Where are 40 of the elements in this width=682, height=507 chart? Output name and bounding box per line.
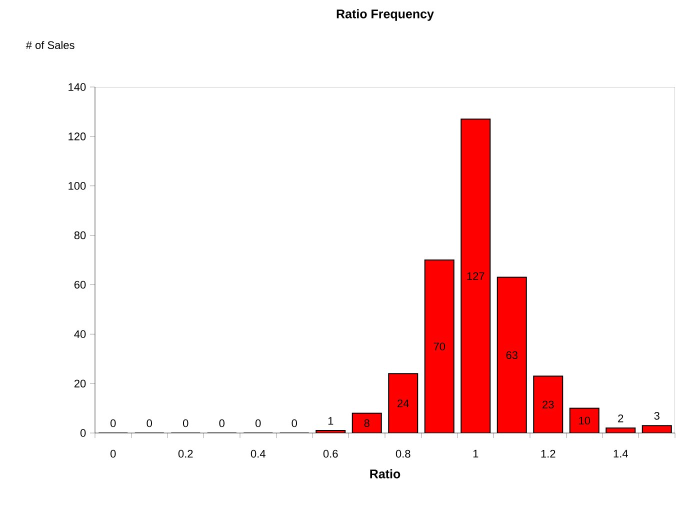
- bar: [388, 373, 418, 433]
- y-tick-label: 100: [68, 182, 86, 190]
- data-label: 3: [654, 412, 660, 420]
- data-label: 127: [467, 272, 484, 280]
- data-label: 0: [219, 419, 224, 428]
- x-tick-label: 1.2: [541, 450, 556, 458]
- y-tick-label: 20: [74, 380, 86, 388]
- y-tick-label: 120: [68, 132, 86, 140]
- y-axis-title: # of Sales: [26, 40, 74, 50]
- y-tick-label: 80: [74, 231, 86, 240]
- data-label: 63: [506, 351, 518, 360]
- bar: [424, 260, 454, 433]
- data-label: 0: [255, 419, 261, 428]
- data-label: 2: [618, 414, 624, 422]
- x-tick-label: 0.4: [250, 450, 266, 458]
- x-tick-label: 1: [473, 450, 478, 458]
- data-label: 0: [110, 419, 116, 428]
- bar: [460, 118, 491, 433]
- x-tick-label: 0.8: [396, 450, 410, 458]
- data-label: 0: [292, 419, 297, 428]
- data-label: 1: [328, 417, 334, 425]
- bar: [533, 376, 564, 433]
- x-tick-label: 1.4: [614, 450, 628, 458]
- x-tick-label: 0: [110, 450, 116, 458]
- y-tick-label: 0: [80, 429, 86, 437]
- y-tick-label: 60: [74, 280, 86, 289]
- data-label: 10: [579, 416, 590, 425]
- x-axis-title: Ratio: [370, 469, 400, 478]
- bar: [496, 276, 527, 433]
- y-tick-label: 40: [74, 330, 86, 338]
- data-label: 24: [398, 400, 409, 408]
- x-tick-label: 0.6: [323, 450, 338, 458]
- data-label: 0: [146, 419, 152, 428]
- y-tick-label: 140: [68, 83, 86, 91]
- chart-title: Ratio Frequency: [336, 9, 434, 21]
- x-tick-label: 0.2: [178, 450, 193, 458]
- data-label: 0: [182, 419, 188, 428]
- data-label: 8: [364, 419, 370, 428]
- data-label: 23: [542, 400, 554, 408]
- data-label: 70: [434, 342, 446, 350]
